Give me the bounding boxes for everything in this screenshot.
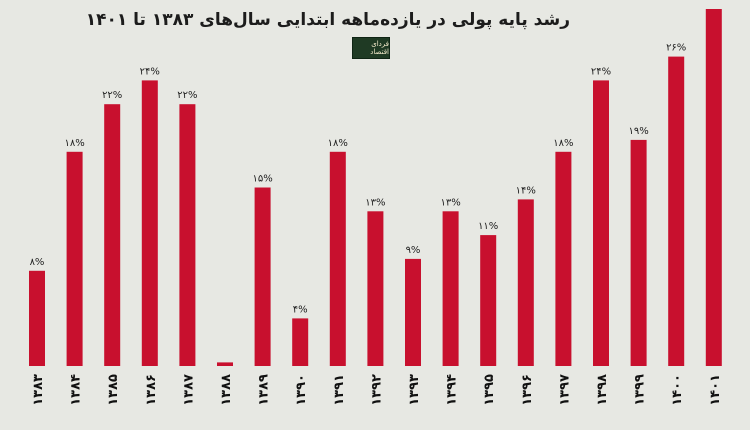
value-label-14: ۱۸% [553, 138, 573, 149]
chart-title: رشد پایه پولی در یازده‌ماهه ابتدایی سال‌… [85, 10, 570, 30]
brand-logo: فردای اقتصاد [352, 37, 390, 59]
bar-3 [141, 80, 158, 367]
bars-group [29, 9, 722, 367]
bar-10 [405, 258, 421, 366]
x-tick-label-17: ۱۴۰۰ [670, 374, 685, 406]
value-label-2: ۲۲% [102, 90, 122, 101]
value-labels-group: ۸% ۱۸% ۲۲% ۲۴% ۲۲% ۱۵% ۴% ۱۸% ۱۳% ۹% ۱۳% ۱۱% ۱۴% ۱۸% ۲… [30, 43, 687, 316]
bar-16 [630, 139, 647, 366]
value-label-3: ۲۴% [140, 66, 160, 77]
x-tick-label-9: ۱۳۹۲ [369, 374, 384, 406]
x-tick-label-12: ۱۳۹۵ [482, 374, 497, 406]
value-label-17: ۲۶% [666, 43, 686, 54]
bar-2 [104, 104, 121, 366]
x-tick-label-16: ۱۳۹۹ [633, 374, 648, 406]
x-tick-label-1: ۱۳۸۴ [69, 374, 84, 406]
x-tick-label-8: ۱۳۹۱ [332, 374, 347, 406]
bar-0 [29, 270, 45, 366]
value-label-8: ۱۸% [328, 138, 348, 149]
x-tick-label-10: ۱۳۹۳ [407, 374, 422, 406]
x-tick-label-18: ۱۴۰۱ [708, 374, 723, 406]
x-tick-label-11: ۱۳۹۴ [445, 374, 460, 406]
value-label-0: ۸% [30, 257, 45, 268]
bar-9 [367, 211, 384, 366]
value-label-13: ۱۴% [516, 185, 536, 196]
value-label-6: ۱۵% [252, 174, 272, 185]
x-tick-label-2: ۱۳۸۵ [106, 374, 121, 406]
bar-7 [292, 318, 309, 366]
tick-labels-group: ۱۳۸۳ ۱۳۸۴ ۱۳۸۵ ۱۳۸۶ ۱۳۸۷ ۱۳۸۸ ۱۳۸۹ ۱۳۹۰ ۱۳۹۱ ۱۳۹۲… [31, 374, 723, 406]
bar-12 [480, 235, 497, 366]
x-tick-label-15: ۱۳۹۸ [595, 374, 610, 406]
value-label-12: ۱۱% [478, 221, 498, 232]
bar-14 [555, 151, 572, 366]
x-tick-label-4: ۱۳۸۷ [181, 374, 196, 406]
value-label-11: ۱۳% [440, 197, 460, 208]
bar-1 [66, 151, 83, 366]
bar-17 [668, 56, 685, 366]
value-label-9: ۱۳% [365, 197, 385, 208]
x-tick-label-14: ۱۳۹۷ [557, 374, 572, 406]
bar-5 [217, 362, 233, 366]
bar-4 [179, 104, 196, 366]
value-label-15: ۲۴% [591, 66, 611, 77]
x-tick-label-7: ۱۳۹۰ [294, 374, 309, 406]
value-label-4: ۲۲% [177, 90, 197, 101]
x-tick-label-6: ۱۳۸۹ [257, 374, 272, 406]
bar-13 [517, 199, 534, 366]
bar-18 [705, 9, 722, 366]
value-label-1: ۱۸% [64, 138, 84, 149]
value-label-10: ۹% [406, 245, 421, 256]
bar-15 [593, 80, 609, 367]
value-label-16: ۱۹% [628, 126, 648, 137]
bar-11 [442, 211, 459, 366]
bar-6 [254, 187, 271, 366]
value-label-7: ۴% [293, 304, 308, 315]
x-tick-label-13: ۱۳۹۶ [520, 374, 535, 406]
x-tick-label-0: ۱۳۸۳ [31, 374, 46, 406]
bar-8 [329, 151, 346, 366]
x-tick-label-5: ۱۳۸۸ [219, 374, 234, 406]
x-tick-label-3: ۱۳۸۶ [144, 374, 159, 406]
